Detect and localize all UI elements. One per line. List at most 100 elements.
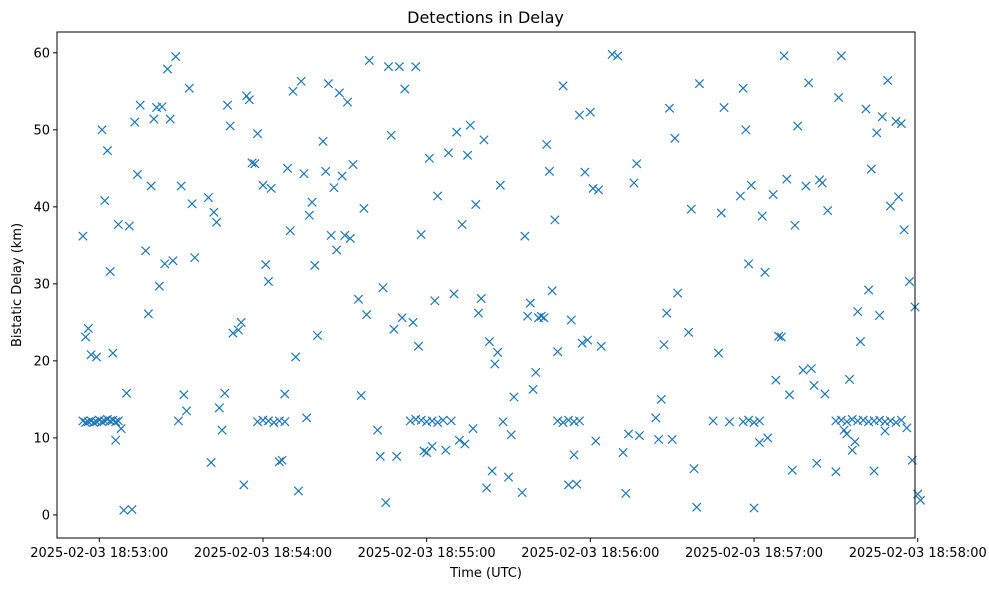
- data-point-marker: [345, 233, 355, 244]
- data-point-marker: [749, 503, 759, 513]
- data-point-marker: [171, 52, 181, 62]
- data-point-marker: [863, 285, 874, 295]
- data-point-marker: [883, 75, 893, 86]
- data-point-marker: [173, 416, 184, 426]
- data-point-marker: [362, 310, 372, 320]
- data-point-marker: [694, 78, 705, 89]
- data-point-marker: [179, 390, 189, 400]
- x-tick-label: 2025-02-03 18:55:00: [358, 546, 496, 561]
- data-point-marker: [86, 350, 96, 360]
- data-point-marker: [667, 434, 677, 445]
- data-point-marker: [839, 425, 849, 435]
- data-point-marker: [563, 415, 574, 425]
- data-point-marker: [806, 363, 816, 374]
- data-point-marker: [833, 92, 844, 103]
- data-point-marker: [241, 91, 252, 101]
- data-point-marker: [476, 293, 486, 304]
- data-point-marker: [659, 340, 669, 350]
- data-point-marker: [285, 226, 295, 236]
- data-point-marker: [233, 325, 244, 335]
- data-point-marker: [503, 472, 514, 482]
- data-point-marker: [743, 415, 754, 425]
- data-point-marker: [618, 447, 628, 458]
- data-point-marker: [858, 415, 868, 425]
- data-point-marker: [509, 392, 519, 402]
- data-point-marker: [318, 136, 328, 146]
- data-point-marker: [847, 445, 857, 455]
- data-point-marker: [746, 180, 756, 190]
- data-point-marker: [342, 97, 353, 107]
- data-point-marker: [492, 347, 503, 358]
- data-point-marker: [580, 167, 590, 177]
- data-point-marker: [495, 180, 505, 190]
- data-point-marker: [550, 215, 560, 225]
- data-point-marker: [891, 116, 901, 126]
- data-point-marker: [149, 114, 159, 124]
- data-point-marker: [334, 88, 344, 98]
- data-point-marker: [441, 445, 451, 455]
- data-point-marker: [383, 62, 394, 72]
- data-point-marker: [542, 139, 552, 150]
- data-point-marker: [572, 479, 582, 489]
- y-tick-label: 0: [42, 508, 50, 523]
- data-point-marker: [585, 107, 595, 117]
- data-point-marker: [874, 415, 885, 425]
- data-point-marker: [591, 436, 601, 446]
- data-point-marker: [855, 336, 866, 347]
- data-point-marker: [569, 450, 579, 460]
- data-point-marker: [457, 219, 467, 230]
- data-point-marker: [558, 81, 568, 91]
- data-point-marker: [116, 424, 126, 434]
- data-point-marker: [288, 86, 298, 96]
- data-point-marker: [528, 384, 538, 394]
- data-point-marker: [460, 439, 470, 449]
- data-point-marker: [760, 267, 770, 277]
- data-point-marker: [446, 416, 456, 426]
- data-point-marker: [252, 129, 263, 139]
- data-point-marker: [291, 352, 301, 362]
- data-point-marker: [427, 416, 437, 426]
- data-point-marker: [899, 225, 909, 235]
- data-point-marker: [741, 125, 751, 135]
- data-point-marker: [209, 207, 219, 217]
- data-point-marker: [416, 415, 426, 425]
- data-point-marker: [536, 311, 546, 321]
- data-point-marker: [596, 341, 606, 351]
- data-point-marker: [89, 417, 99, 428]
- data-point-marker: [793, 121, 803, 131]
- data-point-marker: [607, 49, 617, 59]
- data-point-marker: [211, 217, 222, 227]
- data-point-marker: [220, 388, 230, 398]
- data-point-marker: [754, 437, 765, 448]
- data-point-marker: [181, 406, 192, 416]
- data-point-marker: [713, 348, 724, 358]
- data-point-marker: [664, 103, 675, 113]
- data-point-marker: [683, 327, 694, 337]
- data-point-marker: [282, 163, 293, 173]
- data-point-marker: [160, 259, 170, 269]
- data-point-marker: [574, 416, 585, 426]
- data-point-marker: [768, 189, 778, 200]
- y-tick-label: 40: [33, 200, 50, 215]
- y-tick-label: 30: [33, 277, 50, 292]
- data-point-marker: [214, 403, 224, 413]
- data-point-marker: [763, 433, 773, 443]
- data-point-marker: [621, 488, 631, 498]
- data-point-marker: [277, 455, 287, 465]
- data-point-marker: [904, 276, 915, 287]
- data-point-marker: [776, 332, 786, 342]
- data-point-marker: [432, 417, 443, 428]
- data-point-marker: [135, 100, 145, 110]
- data-point-marker: [424, 153, 435, 163]
- data-point-marker: [670, 133, 680, 143]
- data-point-marker: [449, 289, 459, 299]
- data-point-marker: [479, 135, 489, 145]
- x-tick-label: 2025-02-03 18:53:00: [30, 546, 168, 561]
- data-point-marker: [81, 332, 91, 342]
- data-point-marker: [820, 389, 830, 399]
- data-point-marker: [432, 191, 443, 201]
- data-point-marker: [323, 78, 334, 89]
- data-point-marker: [162, 64, 173, 74]
- data-point-marker: [471, 199, 481, 210]
